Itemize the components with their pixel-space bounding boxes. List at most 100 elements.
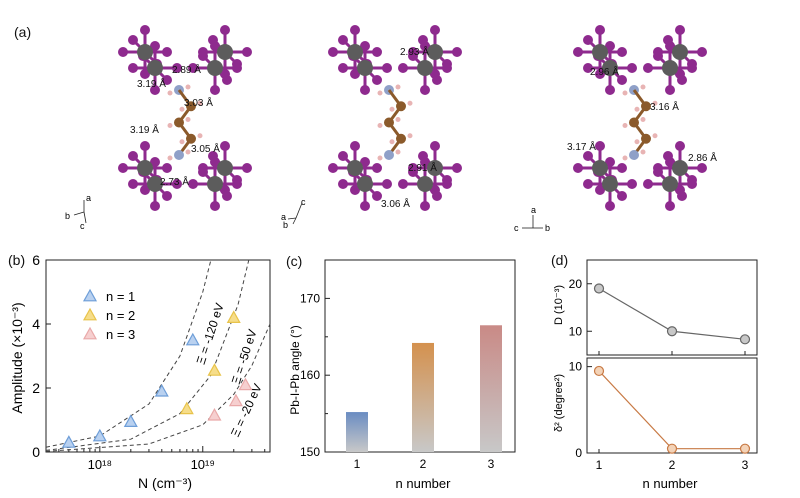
y-tick-label: 170: [300, 291, 320, 305]
x-tick-label: 1: [354, 457, 361, 471]
data-point: [593, 365, 605, 377]
iodine-atom: [665, 201, 675, 211]
bar: [412, 342, 434, 452]
iodine-atom: [232, 179, 242, 189]
hydrogen-atom: [377, 90, 383, 96]
axis-label: c: [514, 223, 519, 233]
iodine-atom: [605, 85, 615, 95]
iodine-atom: [140, 69, 150, 79]
legend-label: n = 1: [106, 289, 135, 304]
iodine-atom: [372, 47, 382, 57]
iodine-atom: [643, 63, 653, 73]
hydrogen-atom: [377, 123, 383, 128]
hydrogen-atom: [179, 106, 185, 112]
lead-atom: [207, 176, 223, 192]
chart-d-frame: [586, 259, 758, 356]
distance-label: 2.86 Å: [688, 151, 717, 164]
iodine-atom: [583, 35, 593, 45]
fit-curve: [45, 259, 212, 448]
y-tick-label: 0: [32, 444, 40, 460]
data-point: [207, 407, 222, 421]
iodine-atom: [583, 63, 593, 73]
iodine-atom: [350, 185, 360, 195]
data-point: [207, 363, 222, 376]
lead-atom: [602, 176, 618, 192]
distance-label: 3.17 Å: [567, 140, 596, 153]
iodine-atom: [643, 179, 653, 189]
crystal-structures: 2.89 Å 3.19 Å 3.03 Å 3.19 Å 3.05 Å 2.73 …: [65, 25, 717, 233]
iodine-atom: [665, 157, 675, 167]
iodine-atom: [222, 191, 232, 201]
hydrogen-atom: [185, 117, 191, 122]
lead-atom: [592, 44, 608, 60]
bar: [480, 325, 502, 452]
hydrogen-atom: [185, 149, 191, 155]
iodine-atom: [382, 63, 392, 73]
iodine-atom: [220, 25, 230, 35]
hydrogen-atom: [634, 106, 640, 112]
iodine-atom: [360, 157, 370, 167]
lead-atom: [427, 44, 443, 60]
iodine-atom: [442, 63, 452, 73]
iodine-atom: [162, 75, 172, 85]
distance-label: 3.05 Å: [191, 142, 220, 155]
iodine-atom: [210, 157, 220, 167]
iodine-atom: [198, 51, 208, 61]
y-tick-label: 20: [569, 277, 583, 291]
fit-label: Ξ = -120 eV: [194, 301, 227, 366]
data-point: [61, 435, 76, 448]
hydrogen-atom: [640, 149, 646, 155]
chart-b-xlabel: N (cm⁻³): [138, 475, 192, 491]
iodine-atom: [128, 151, 138, 161]
iodine-atom: [677, 191, 687, 201]
iodine-atom: [617, 47, 627, 57]
chart-d: 10 20 0 10 1 2 3 D (10⁻³) δ² (degree²) n numbe…: [553, 259, 758, 491]
iodine-atom: [432, 191, 442, 201]
iodine-atom: [697, 47, 707, 57]
lead-atom: [147, 176, 163, 192]
axis-triad-1: [73, 200, 87, 224]
iodine-atom: [350, 25, 360, 35]
iodine-atom: [432, 75, 442, 85]
lead-atom: [662, 60, 678, 76]
iodine-atom: [605, 201, 615, 211]
chart-d-frame: [586, 357, 758, 454]
lead-atom: [357, 60, 373, 76]
iodine-atom: [210, 201, 220, 211]
axis-label: a: [86, 193, 91, 203]
iodine-atom: [452, 163, 462, 173]
hydrogen-atom: [185, 84, 191, 90]
iodine-atom: [665, 85, 675, 95]
distance-label: 2.73 Å: [160, 175, 189, 188]
iodine-atom: [150, 85, 160, 95]
iodine-atom: [162, 163, 172, 173]
iodine-atom: [360, 85, 370, 95]
panel-label-b: (b): [8, 252, 26, 268]
y-tick-label: 10: [569, 324, 583, 338]
hydrogen-atom: [197, 100, 203, 106]
hydrogen-atom: [395, 117, 401, 122]
lead-atom: [207, 60, 223, 76]
hydrogen-atom: [395, 149, 401, 155]
hydrogen-atom: [640, 117, 646, 122]
iodine-atom: [328, 163, 338, 173]
iodine-atom: [128, 63, 138, 73]
iodine-atom: [338, 179, 348, 189]
chart-b-frame: [45, 259, 271, 453]
iodine-atom: [420, 41, 430, 51]
distance-label: 3.03 Å: [184, 96, 213, 109]
iodine-atom: [338, 151, 348, 161]
iodine-atom: [210, 85, 220, 95]
lead-atom: [347, 160, 363, 176]
iodine-atom: [627, 179, 637, 189]
iodine-atom: [398, 179, 408, 189]
iodine-atom: [372, 191, 382, 201]
lead-atom: [672, 160, 688, 176]
hydrogen-atom: [167, 90, 173, 96]
iodine-atom: [430, 141, 440, 151]
iodine-atom: [595, 69, 605, 79]
iodine-atom: [605, 41, 615, 51]
iodine-atom: [687, 179, 697, 189]
iodine-atom: [242, 163, 252, 173]
nitrogen-atom: [629, 150, 639, 160]
